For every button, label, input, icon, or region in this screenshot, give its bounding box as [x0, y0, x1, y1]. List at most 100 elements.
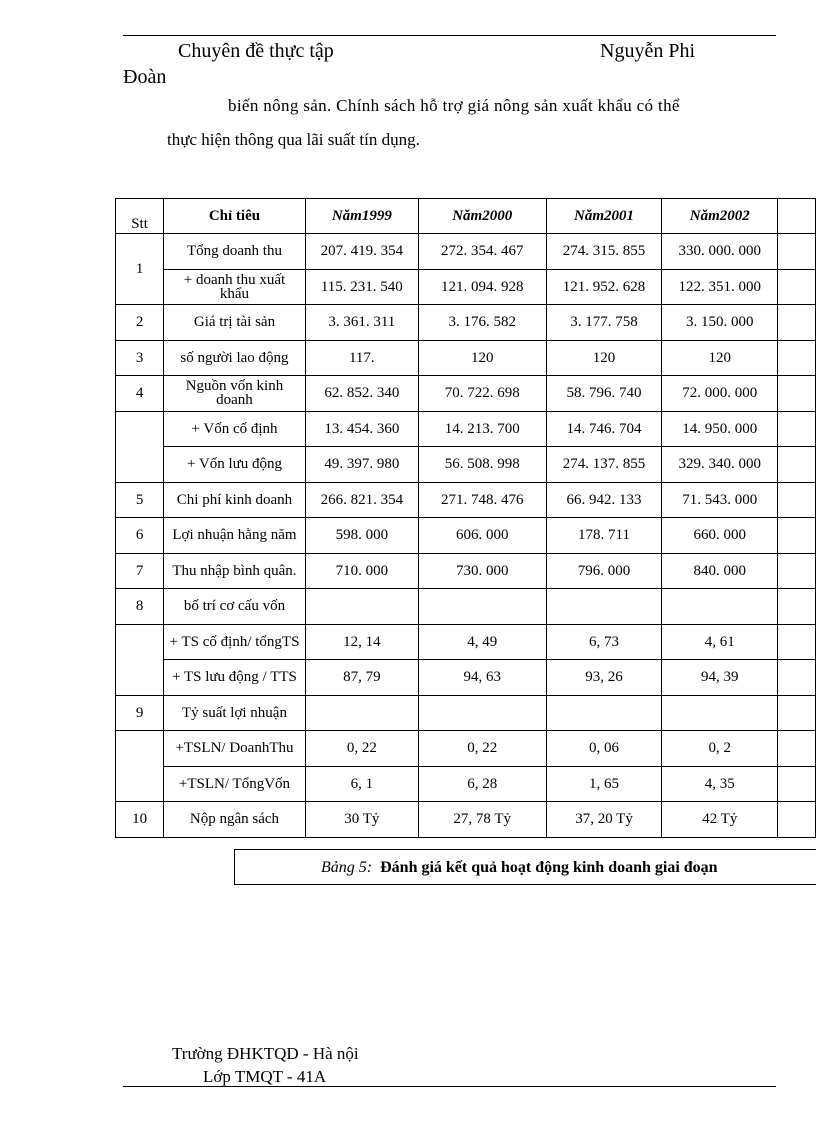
cell — [777, 765, 816, 802]
value-cell: 58. 796. 740 — [545, 375, 663, 412]
table-row: 10 Nộp ngân sách 30 Tỷ 27, 78 Tỷ 37, 20 Tỷ 42… — [114, 801, 816, 838]
footer-rule — [123, 1086, 776, 1087]
value-cell: 93, 26 — [545, 659, 663, 696]
table-row: + doanh thu xuất khẩu 115. 231. 540 121. 0… — [116, 268, 816, 305]
table-row: + Vốn cố định 13. 454. 360 14. 213. 700 14.… — [114, 410, 816, 483]
header-right: Nguyễn Phi — [600, 40, 695, 62]
label-cell: số người lao động — [163, 339, 306, 376]
value-cell: 37, 20 Tỷ — [545, 801, 663, 838]
header-rule — [123, 35, 776, 36]
stt-cell: 7 — [114, 552, 165, 589]
value-cell: 66. 942. 133 — [545, 481, 663, 518]
header-continuation: Đoàn — [123, 66, 167, 88]
label-cell: bố trí cơ cấu vốn — [163, 588, 306, 625]
value-cell: 272. 354. 467 — [417, 233, 547, 270]
stt-cell: 3 — [114, 339, 165, 376]
value-cell: 274. 315. 855 — [545, 233, 663, 270]
cell — [777, 588, 816, 625]
cell — [777, 552, 816, 589]
column-header: Chỉ tiêu — [163, 198, 306, 234]
value-cell: 122. 351. 000 — [661, 268, 779, 305]
table-row: 9 Tỷ suất lợi nhuận — [114, 694, 816, 731]
table-row: 2 Giá trị tài sản 3. 361. 311 3. 176. 582 3.… — [114, 304, 816, 341]
stt-cell — [114, 730, 165, 802]
stt-cell: 6 — [114, 517, 165, 554]
value-cell: 3. 176. 582 — [417, 304, 547, 341]
footer-class: Lớp TMQT - 41A — [203, 1067, 327, 1086]
value-cell: 207. 419. 354 — [304, 233, 419, 270]
cell — [777, 446, 816, 483]
value-cell: 6, 73 — [545, 623, 663, 660]
stt-cell — [114, 623, 165, 696]
table-row: 8 bố trí cơ cấu vốn — [114, 588, 816, 625]
value-cell: 6, 1 — [304, 765, 419, 802]
label-cell: +TSLN/ TổngVốn — [163, 765, 306, 802]
table-row: + TS lưu động / TTS 87, 79 94, 63 93, 26 94,… — [116, 659, 816, 696]
value-cell: 117. — [304, 339, 419, 376]
label-cell: Nộp ngân sách — [163, 801, 306, 838]
value-cell — [661, 588, 779, 625]
value-cell: 0, 22 — [417, 730, 547, 767]
value-cell: 120 — [545, 339, 663, 376]
value-cell: 3. 177. 758 — [545, 304, 663, 341]
column-header: Stt — [114, 198, 165, 234]
value-cell — [304, 588, 419, 625]
value-cell: 121. 952. 628 — [545, 268, 663, 305]
value-cell: 274. 137. 855 — [545, 446, 663, 483]
label-cell: Tổng doanh thu — [163, 233, 306, 270]
label-cell: + TS lưu động / TTS — [163, 659, 306, 696]
header-row: Stt Chỉ tiêu Năm1999 Năm2000 Năm2001 Năm2002 — [114, 198, 816, 234]
column-header: Năm2002 — [661, 198, 779, 234]
value-cell: 14. 950. 000 — [661, 410, 779, 447]
paragraph-line: thực hiện thông qua lãi suất tín dụng. — [167, 130, 420, 149]
cell — [777, 659, 816, 696]
value-cell: 796. 000 — [545, 552, 663, 589]
table-row: 5 Chi phí kinh doanh 266. 821. 354 271. 748… — [114, 481, 816, 518]
value-cell: 12, 14 — [304, 623, 419, 660]
value-cell: 120 — [661, 339, 779, 376]
footer-school: Trường ĐHKTQD - Hà nội — [172, 1044, 359, 1063]
cell — [777, 410, 816, 447]
value-cell: 710. 000 — [304, 552, 419, 589]
caption-box: Bảng 5: Đánh giá kết quả hoạt động kinh … — [234, 849, 816, 885]
caption-label: Bảng 5: — [321, 859, 373, 876]
cell — [777, 730, 816, 767]
value-cell: 178. 711 — [545, 517, 663, 554]
cell — [777, 623, 816, 660]
label-cell: Tỷ suất lợi nhuận — [163, 694, 306, 731]
cell — [777, 694, 816, 731]
value-cell: 72. 000. 000 — [661, 375, 779, 412]
value-cell: 840. 000 — [661, 552, 779, 589]
value-cell: 14. 746. 704 — [545, 410, 663, 447]
cell — [777, 198, 816, 234]
value-cell — [545, 588, 663, 625]
cell — [777, 268, 816, 305]
header-left: Chuyên đề thực tập — [178, 40, 334, 62]
value-cell: 56. 508. 998 — [417, 446, 547, 483]
label-cell: + TS cố định/ tổngTS — [163, 623, 306, 660]
label-cell: Chi phí kinh doanh — [163, 481, 306, 518]
table: Stt Chỉ tiêu Năm1999 Năm2000 Năm2001 Năm2002 1… — [114, 198, 816, 838]
value-cell: 1, 65 — [545, 765, 663, 802]
label-cell: +TSLN/ DoanhThu — [163, 730, 306, 767]
cell — [777, 801, 816, 838]
value-cell: 94, 39 — [661, 659, 779, 696]
value-cell: 70. 722. 698 — [417, 375, 547, 412]
table-row: 4 Nguồn vốn kinh doanh 62. 852. 340 70. 722… — [114, 375, 816, 412]
value-cell: 14. 213. 700 — [417, 410, 547, 447]
value-cell: 4, 49 — [417, 623, 547, 660]
stt-cell: 8 — [114, 588, 165, 625]
stt-cell: 1 — [114, 233, 165, 305]
value-cell: 3. 150. 000 — [661, 304, 779, 341]
column-header: Năm2000 — [417, 198, 547, 234]
value-cell: 27, 78 Tỷ — [417, 801, 547, 838]
cell — [777, 517, 816, 554]
stt-cell — [114, 410, 165, 483]
table-row: +TSLN/ DoanhThu 0, 22 0, 22 0, 06 0, 2 — [114, 730, 816, 802]
stt-cell: 4 — [114, 375, 165, 412]
value-cell — [417, 694, 547, 731]
value-cell: 71. 543. 000 — [661, 481, 779, 518]
table-row: +TSLN/ TổngVốn 6, 1 6, 28 1, 65 4, 35 — [116, 765, 816, 802]
table-row: + TS cố định/ tổngTS 12, 14 4, 49 6, 73 4, 6… — [114, 623, 816, 696]
